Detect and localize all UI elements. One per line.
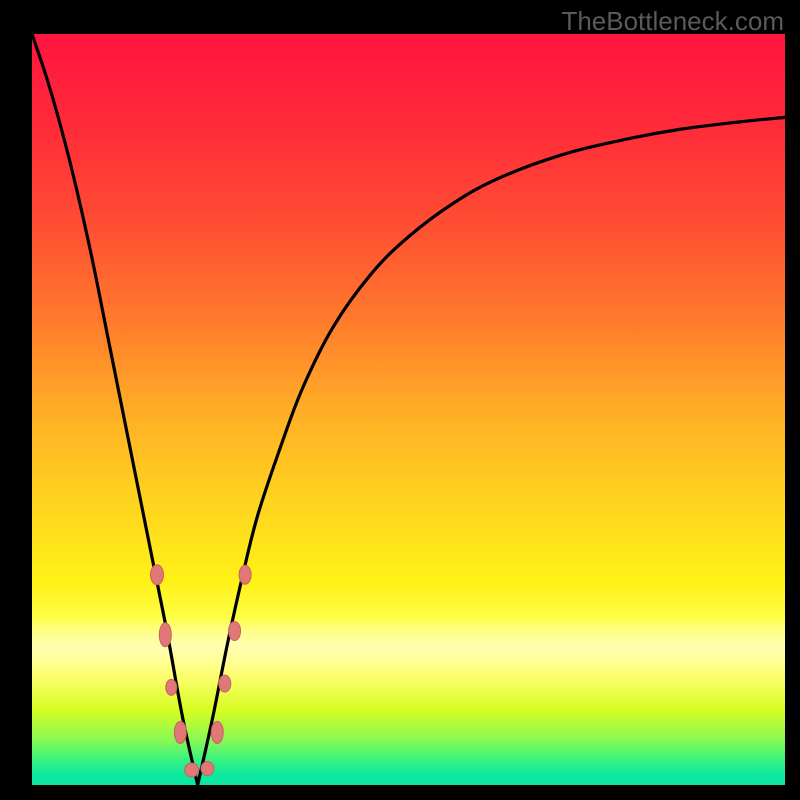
scatter-marker [211, 721, 223, 743]
scatter-marker [166, 679, 177, 695]
scatter-marker [159, 623, 171, 647]
page-root: { "watermark": { "text": "TheBottleneck.… [0, 0, 800, 800]
bottleneck-curve-right [198, 117, 785, 785]
scatter-marker [150, 565, 163, 585]
scatter-marker [201, 761, 214, 775]
scatter-marker [229, 622, 241, 641]
watermark-text: TheBottleneck.com [561, 6, 784, 37]
marker-group [150, 565, 251, 777]
scatter-marker [185, 763, 199, 777]
scatter-marker [219, 675, 231, 692]
bottleneck-curve-left [32, 34, 198, 785]
plot-area [32, 34, 785, 785]
scatter-marker [174, 721, 186, 743]
chart-svg [32, 34, 785, 785]
scatter-marker [239, 565, 251, 584]
